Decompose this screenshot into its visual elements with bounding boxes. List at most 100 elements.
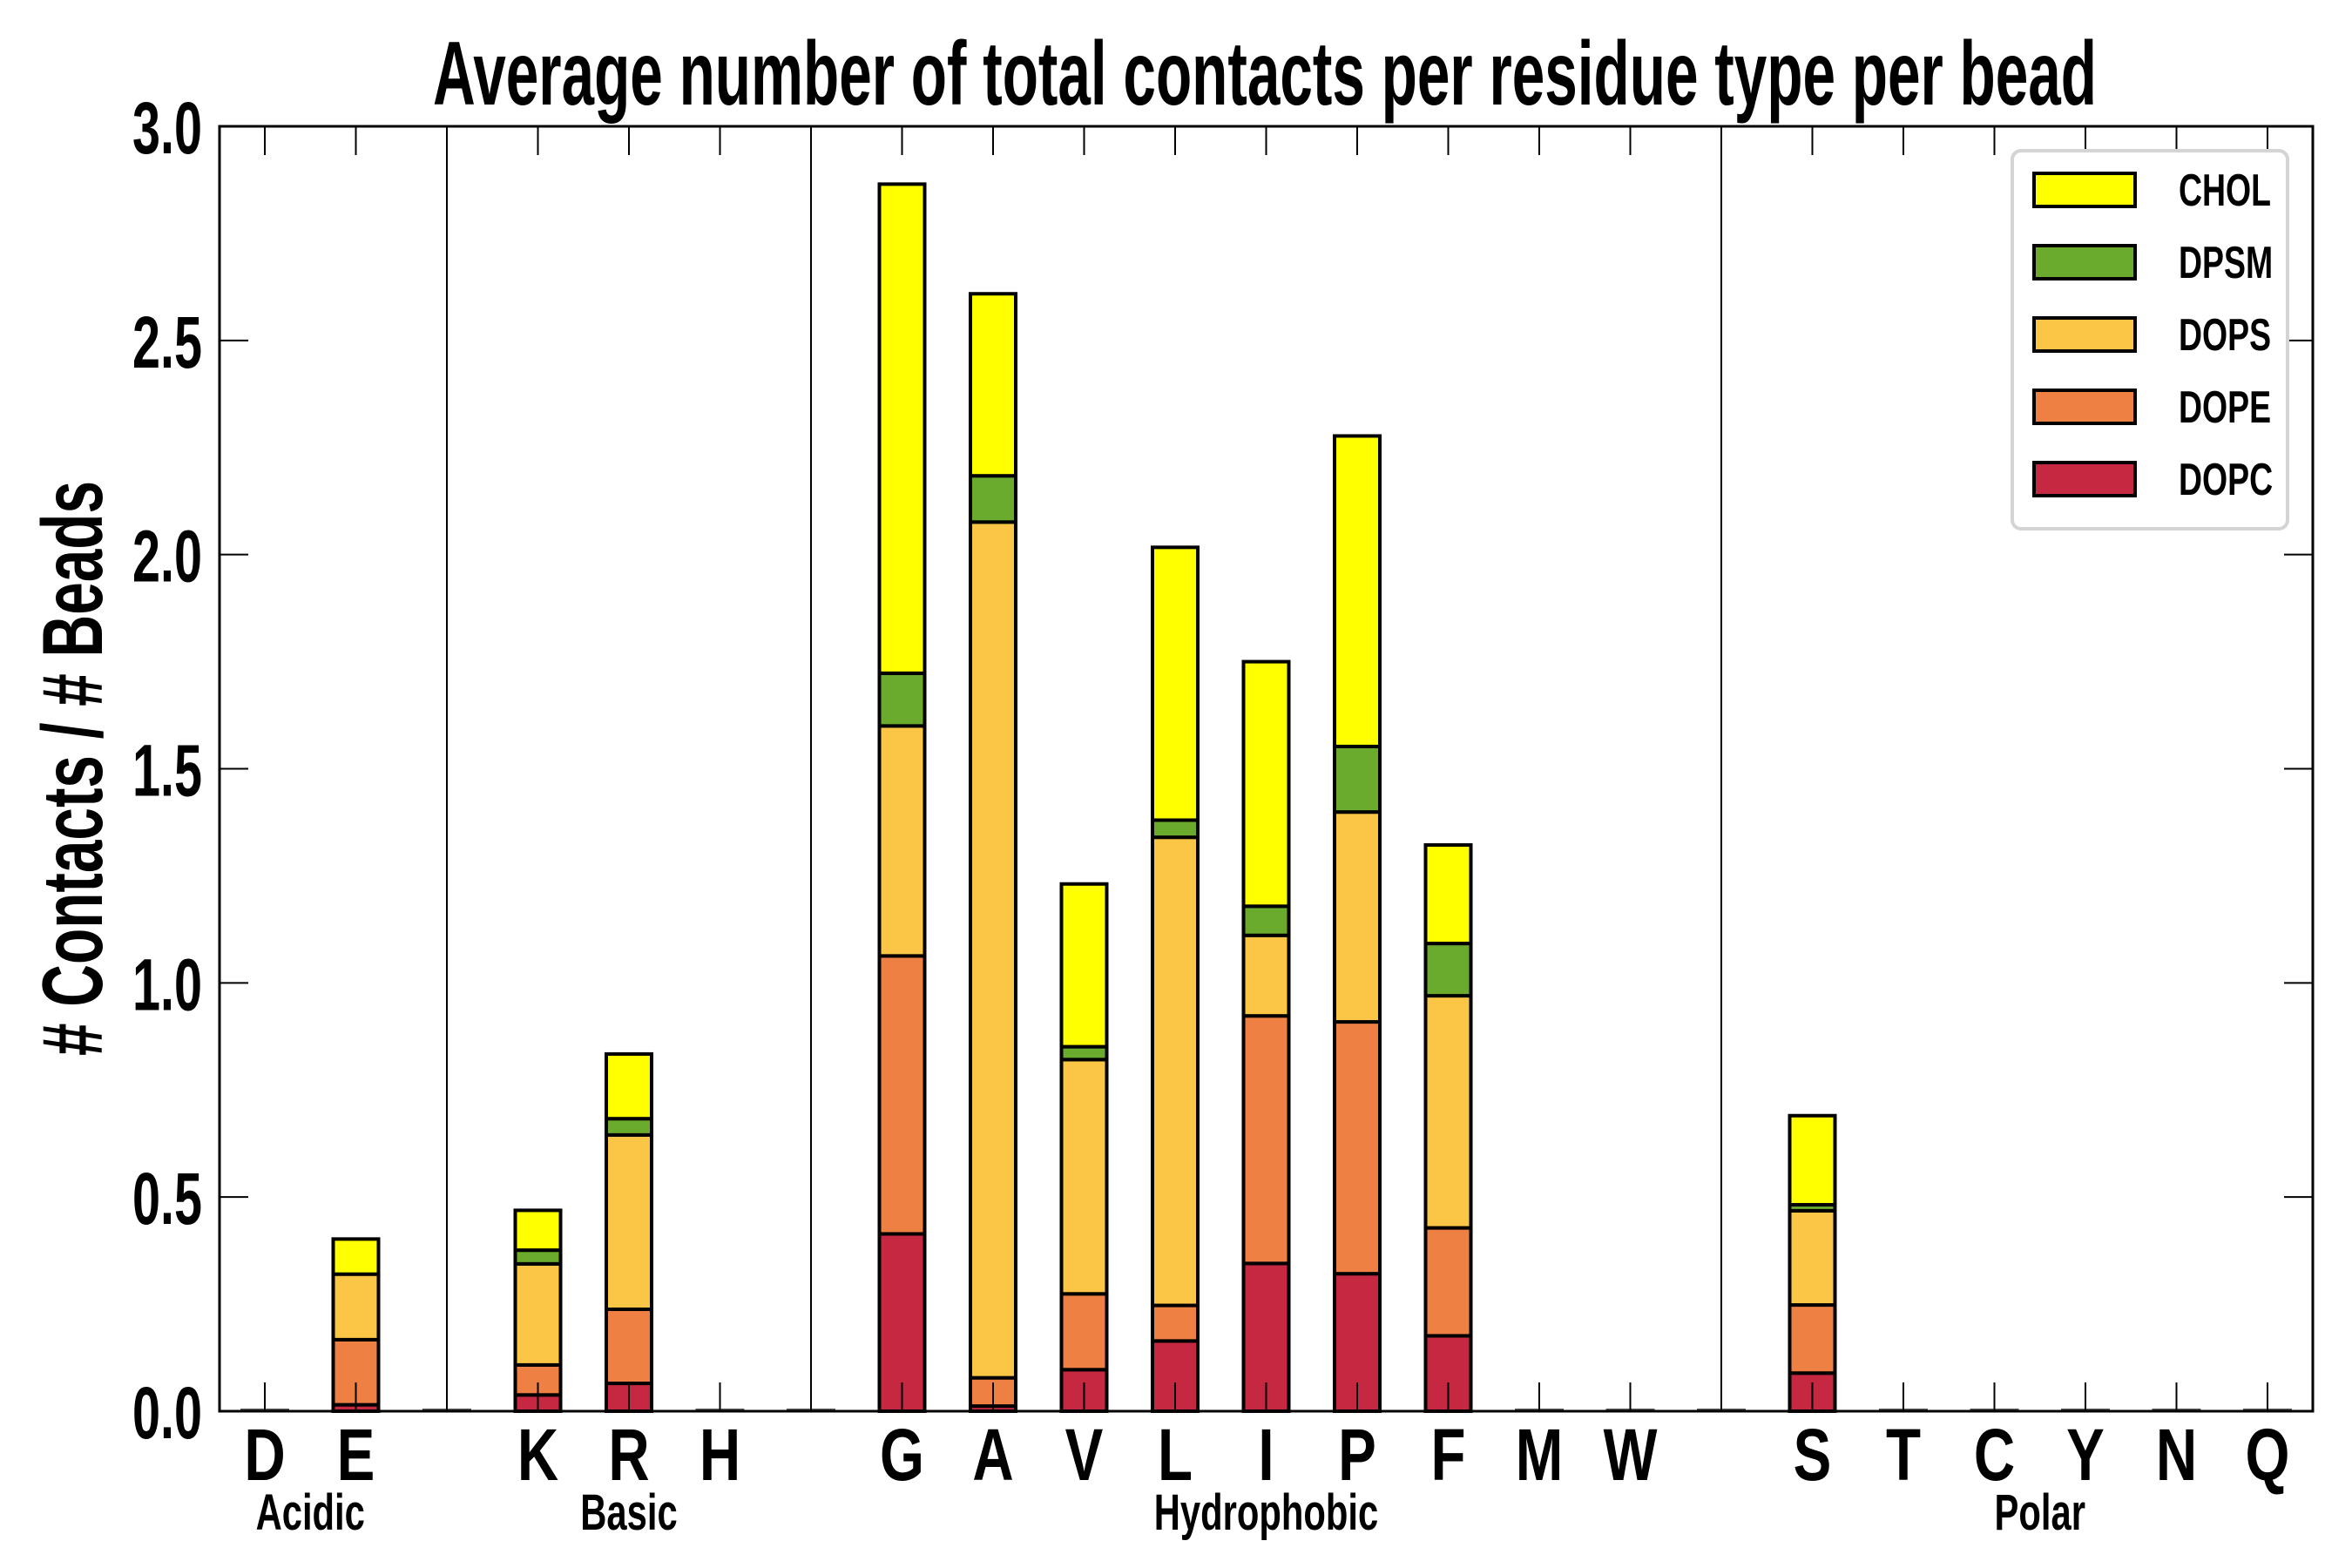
- bar-S-chol: [1788, 1113, 1837, 1207]
- bar-V-dpsm: [1059, 1044, 1109, 1062]
- x-tick-label-K: K: [517, 1414, 558, 1496]
- bar-S-dope: [1788, 1303, 1837, 1375]
- group-labels: Acidic Basic Hydrophobic Polar: [256, 1484, 2085, 1540]
- bar-R-dope: [605, 1307, 653, 1386]
- bar-stack-G: [877, 182, 927, 1413]
- bar-R-dpsm: [605, 1117, 653, 1137]
- x-tick-label-P: P: [1338, 1414, 1376, 1496]
- bar-A-dpsm: [969, 474, 1017, 524]
- bar-A-chol: [969, 292, 1017, 478]
- y-tick-labels: 0.0 0.5 1.0 1.5 2.0 2.5 3.0: [132, 87, 202, 1454]
- bar-K-chol: [513, 1208, 563, 1253]
- legend-swatch-dpsm: [2032, 244, 2137, 280]
- bar-E-chol: [331, 1237, 381, 1276]
- bar-L-dpsm: [1151, 818, 1200, 840]
- bar-P-chol: [1333, 434, 1382, 748]
- legend-item-dops: DOPS: [2032, 309, 2271, 361]
- group-separators: [446, 126, 1722, 1411]
- bar-L-chol: [1151, 545, 1200, 822]
- bar-K-dpsm: [513, 1248, 563, 1266]
- bar-stack-F: [1423, 843, 1473, 1414]
- group-label-acidic: Acidic: [256, 1484, 365, 1540]
- legend-label-dopc: DOPC: [2179, 454, 2273, 505]
- bar-G-dpsm: [877, 671, 927, 728]
- bar-V-dope: [1059, 1292, 1109, 1372]
- bar-L-dope: [1151, 1303, 1200, 1343]
- bar-stack-K: [513, 1208, 563, 1413]
- bar-P-dpsm: [1333, 744, 1382, 814]
- legend-label-dops: DOPS: [2179, 309, 2271, 361]
- bar-stack-E: [331, 1237, 381, 1413]
- y-tick-label: 3.0: [132, 87, 202, 169]
- bar-G-dops: [877, 724, 927, 958]
- x-tick-label-Y: Y: [2066, 1414, 2105, 1496]
- x-tick-label-D: D: [244, 1414, 285, 1496]
- bar-P-dops: [1333, 810, 1382, 1024]
- legend-item-chol: CHOL: [2032, 165, 2271, 216]
- y-tick-label: 1.0: [132, 943, 202, 1025]
- bar-I-chol: [1241, 659, 1291, 909]
- x-tick-label-N: N: [2156, 1414, 2197, 1496]
- bar-L-dops: [1151, 835, 1200, 1308]
- legend-swatch-chol: [2032, 172, 2137, 208]
- legend-swatch-dope: [2032, 389, 2137, 425]
- x-tick-label-E: E: [337, 1414, 375, 1496]
- bar-V-chol: [1059, 882, 1109, 1049]
- x-tick-label-R: R: [608, 1414, 649, 1496]
- legend-item-dope: DOPE: [2032, 382, 2271, 433]
- group-label-hydrophobic: Hydrophobic: [1154, 1484, 1378, 1540]
- x-tick-label-G: G: [880, 1414, 924, 1496]
- x-tick-label-L: L: [1158, 1414, 1193, 1496]
- y-axis-label: # Contacts / # Beads: [24, 481, 120, 1056]
- x-tick-label-F: F: [1430, 1414, 1465, 1496]
- legend-label-chol: CHOL: [2179, 165, 2271, 216]
- bar-stack-I: [1241, 659, 1291, 1413]
- bar-stack-P: [1333, 434, 1382, 1414]
- bar-A-dops: [969, 520, 1017, 1380]
- bar-F-dpsm: [1423, 942, 1473, 998]
- bar-I-dops: [1241, 933, 1291, 1018]
- group-label-polar: Polar: [1995, 1484, 2085, 1540]
- x-tick-label-H: H: [700, 1414, 740, 1496]
- legend-item-dpsm: DPSM: [2032, 237, 2273, 287]
- y-tick-label: 0.0: [132, 1372, 202, 1454]
- bar-E-dops: [331, 1272, 381, 1342]
- bar-S-dops: [1788, 1208, 1837, 1308]
- bar-stack-L: [1151, 545, 1200, 1414]
- bar-F-dope: [1423, 1226, 1473, 1338]
- x-tick-label-W: W: [1604, 1414, 1659, 1496]
- x-tick-label-M: M: [1516, 1414, 1564, 1496]
- group-label-basic: Basic: [580, 1484, 677, 1540]
- bar-stack-S: [1788, 1113, 1837, 1414]
- bar-R-chol: [605, 1051, 653, 1121]
- bar-F-chol: [1423, 843, 1473, 946]
- bar-I-dpsm: [1241, 904, 1291, 937]
- y-tick-label: 2.5: [132, 301, 202, 383]
- chart-title: Average number of total contacts per res…: [433, 24, 2097, 125]
- bar-V-dops: [1059, 1058, 1109, 1296]
- x-tick-label-I: I: [1258, 1414, 1274, 1496]
- x-tick-label-T: T: [1886, 1414, 1921, 1496]
- x-tick-label-A: A: [972, 1414, 1013, 1496]
- bar-G-chol: [877, 182, 927, 675]
- legend-swatch-dops: [2032, 316, 2137, 353]
- legend-swatch-dopc: [2032, 461, 2137, 497]
- y-tick-label: 1.5: [132, 730, 202, 812]
- bar-R-dops: [605, 1132, 653, 1311]
- bar-G-dope: [877, 954, 927, 1236]
- bar-stack-R: [605, 1051, 653, 1413]
- bar-stack-A: [969, 292, 1017, 1413]
- bar-P-dope: [1333, 1020, 1382, 1276]
- x-tick-label-Q: Q: [2246, 1414, 2290, 1496]
- y-tick-label: 2.0: [132, 516, 202, 598]
- bar-stack-V: [1059, 882, 1109, 1414]
- x-tick-label-S: S: [1794, 1414, 1832, 1496]
- y-tick-label: 0.5: [132, 1158, 202, 1240]
- legend-item-dopc: DOPC: [2032, 454, 2273, 505]
- bars: [331, 182, 1837, 1414]
- bar-K-dops: [513, 1261, 563, 1367]
- bar-I-dope: [1241, 1014, 1291, 1266]
- legend-label-dope: DOPE: [2179, 382, 2271, 433]
